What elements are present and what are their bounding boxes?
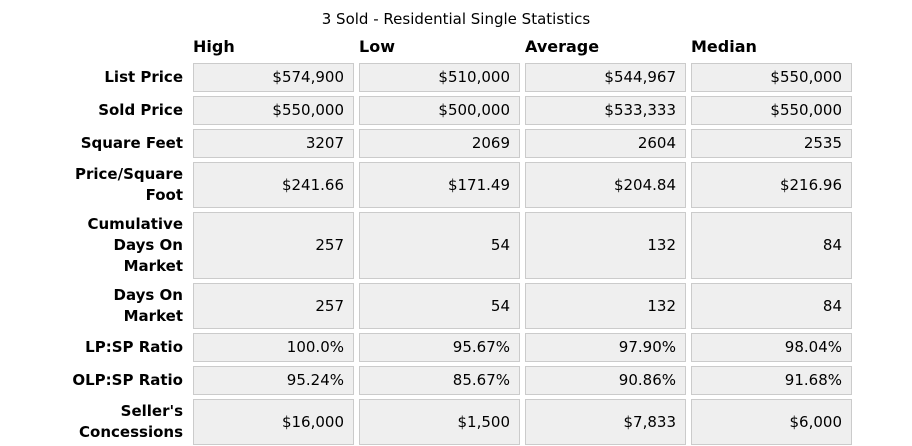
stat-cell-sold-price-median: $550,000	[691, 96, 852, 125]
stat-cell-list-price-average: $544,967	[525, 63, 686, 92]
stat-cell-price-per-square-foot-median: $216.96	[691, 162, 852, 208]
stat-cell-days-on-market-average: 132	[525, 283, 686, 329]
stat-cell-square-feet-low: 2069	[359, 129, 520, 158]
stat-cell-olp-sp-ratio-high: 95.24%	[193, 366, 354, 395]
column-header-average: Average	[525, 37, 600, 56]
stat-cell-sellers-concessions-high: $16,000	[193, 399, 354, 445]
stat-cell-square-feet-median: 2535	[691, 129, 852, 158]
stat-cell-days-on-market-median: 84	[691, 283, 852, 329]
row-label-list-price: List Price	[104, 68, 183, 86]
stat-cell-square-feet-high: 3207	[193, 129, 354, 158]
stat-cell-olp-sp-ratio-median: 91.68%	[691, 366, 852, 395]
stat-cell-lp-sp-ratio-low: 95.67%	[359, 333, 520, 362]
stat-cell-days-on-market-low: 54	[359, 283, 520, 329]
stat-cell-price-per-square-foot-low: $171.49	[359, 162, 520, 208]
page-title: 3 Sold - Residential Single Statistics	[321, 10, 591, 28]
stat-cell-price-per-square-foot-high: $241.66	[193, 162, 354, 208]
stat-cell-list-price-median: $550,000	[691, 63, 852, 92]
stat-cell-sold-price-high: $550,000	[193, 96, 354, 125]
stat-cell-cumulative-days-on-market-high: 257	[193, 212, 354, 279]
row-label-sold-price: Sold Price	[98, 101, 183, 119]
row-label-sellers-concessions: Seller's Concessions	[79, 402, 183, 441]
stat-cell-cumulative-days-on-market-average: 132	[525, 212, 686, 279]
stat-cell-cumulative-days-on-market-low: 54	[359, 212, 520, 279]
stat-cell-square-feet-average: 2604	[525, 129, 686, 158]
stat-cell-lp-sp-ratio-median: 98.04%	[691, 333, 852, 362]
stat-cell-sold-price-low: $500,000	[359, 96, 520, 125]
stat-cell-list-price-low: $510,000	[359, 63, 520, 92]
header-corner	[0, 37, 188, 59]
stat-cell-list-price-high: $574,900	[193, 63, 354, 92]
stat-cell-price-per-square-foot-average: $204.84	[525, 162, 686, 208]
stat-cell-sellers-concessions-low: $1,500	[359, 399, 520, 445]
column-header-low: Low	[359, 37, 395, 56]
row-label-price-per-square-foot: Price/Square Foot	[75, 165, 183, 204]
row-label-days-on-market: Days On Market	[113, 286, 183, 325]
stat-cell-lp-sp-ratio-average: 97.90%	[525, 333, 686, 362]
row-label-lp-sp-ratio: LP:SP Ratio	[85, 338, 183, 356]
stat-cell-lp-sp-ratio-high: 100.0%	[193, 333, 354, 362]
row-label-cumulative-days-on-market: Cumulative Days On Market	[87, 215, 183, 275]
stat-cell-sellers-concessions-median: $6,000	[691, 399, 852, 445]
stat-cell-olp-sp-ratio-average: 90.86%	[525, 366, 686, 395]
stat-cell-days-on-market-high: 257	[193, 283, 354, 329]
row-label-square-feet: Square Feet	[80, 134, 183, 152]
column-header-high: High	[193, 37, 235, 56]
stats-table: High Low Average Median List Price $574,…	[0, 37, 852, 445]
stat-cell-sold-price-average: $533,333	[525, 96, 686, 125]
stat-cell-cumulative-days-on-market-median: 84	[691, 212, 852, 279]
column-header-median: Median	[691, 37, 757, 56]
stat-cell-olp-sp-ratio-low: 85.67%	[359, 366, 520, 395]
row-label-olp-sp-ratio: OLP:SP Ratio	[72, 371, 183, 389]
stat-cell-sellers-concessions-average: $7,833	[525, 399, 686, 445]
